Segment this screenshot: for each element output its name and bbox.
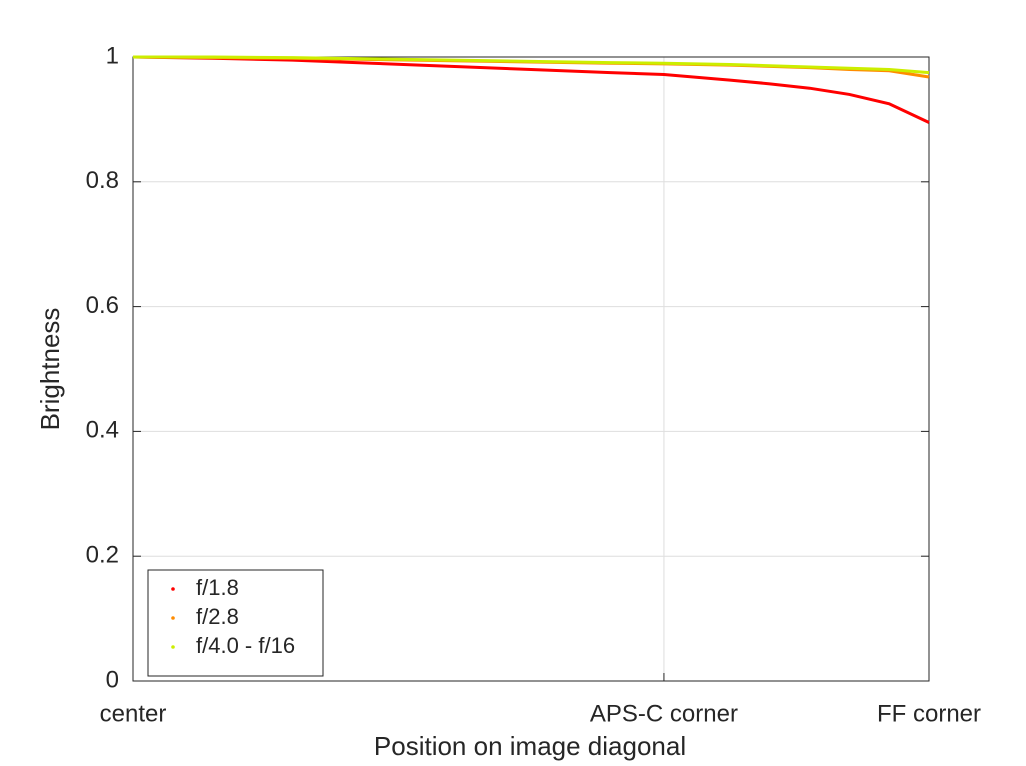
legend-marker	[171, 616, 175, 620]
legend-marker	[171, 587, 175, 591]
y-tick-label: 0.4	[86, 417, 119, 444]
legend-label: f/2.8	[196, 604, 239, 629]
legend-label: f/1.8	[196, 575, 239, 600]
data-line	[132, 55, 930, 124]
x-axis-label: Position on image diagonal	[374, 731, 686, 761]
x-tick-label: center	[100, 700, 167, 727]
x-tick-label: FF corner	[877, 700, 981, 727]
y-tick-label: 0	[106, 666, 119, 693]
y-tick-label: 0.6	[86, 292, 119, 319]
plot-frame	[132, 56, 930, 682]
legend-box	[147, 569, 324, 677]
legend-marker	[171, 645, 175, 649]
y-tick-label: 1	[106, 42, 119, 69]
y-axis-label: Brightness	[35, 308, 65, 431]
x-tick-label: APS-C corner	[590, 700, 738, 727]
y-tick-label: 0.8	[86, 167, 119, 194]
data-line	[133, 55, 930, 75]
legend-label: f/4.0 - f/16	[196, 633, 295, 658]
y-tick-label: 0.2	[86, 542, 119, 569]
